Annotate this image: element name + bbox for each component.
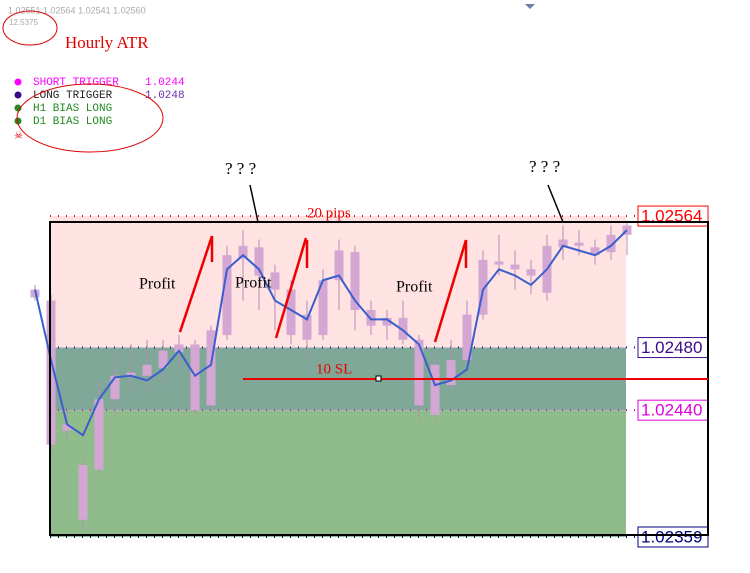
- candle-body: [254, 247, 264, 276]
- candle-body: [222, 255, 232, 336]
- zone: [50, 216, 626, 348]
- line: [34, 229, 628, 437]
- candle-body: [174, 344, 184, 353]
- annotation: 10 SL: [316, 361, 352, 377]
- pointer: [547, 184, 564, 223]
- arrow: [433, 239, 468, 343]
- marker: [525, 4, 535, 9]
- candle-body: [62, 424, 72, 431]
- pointer: [249, 184, 259, 223]
- dot: [14, 78, 22, 86]
- candle-body: [110, 375, 120, 400]
- candle-body: [350, 252, 360, 310]
- ohlc: 1.02551 1.02564 1.02541 1.02560: [8, 5, 146, 15]
- y-tick-label: 1.02440: [641, 401, 702, 420]
- label: SHORT TRIGGER: [33, 77, 119, 89]
- candle-body: [302, 314, 312, 340]
- annotation: Profit: [139, 276, 176, 293]
- candle-body: [398, 317, 408, 340]
- indicator-title: Hourly ATR: [65, 33, 149, 52]
- level-box: [637, 526, 709, 548]
- candle-body: [206, 330, 216, 406]
- dot: [14, 117, 22, 125]
- annotation: 20 pips: [307, 205, 351, 221]
- label: LONG TRIGGER: [33, 90, 113, 102]
- candle-body: [446, 360, 456, 386]
- candle-body: [494, 261, 504, 265]
- arrow: [274, 237, 308, 339]
- candle-body: [382, 317, 392, 326]
- candle-body: [190, 344, 200, 411]
- candle-body: [430, 364, 440, 415]
- candle-body: [478, 259, 488, 315]
- arrow: [178, 235, 214, 333]
- candle-body: [590, 247, 600, 256]
- legend-line: LONG TRIGGER 1.0248: [33, 90, 185, 102]
- candle-body: [286, 289, 296, 336]
- candle-body: [334, 250, 344, 281]
- annotation: Profit: [396, 279, 433, 296]
- candle-body: [462, 314, 472, 361]
- candle-body: [574, 242, 584, 246]
- annotation: ? ? ?: [529, 157, 560, 176]
- candle-body: [318, 280, 328, 336]
- y-tick-label: 1.02359: [641, 527, 702, 546]
- candle-body: [526, 269, 536, 276]
- candle-body: [606, 234, 616, 253]
- dot: [14, 104, 22, 112]
- candle-body: [270, 272, 280, 290]
- value: 1.0244: [145, 77, 185, 89]
- candle-body: [94, 399, 104, 470]
- annotations: ? ? ? ? ? ? 20 pips Profit Profit Profit…: [49, 157, 709, 536]
- handle: [375, 375, 382, 382]
- zone: [50, 410, 626, 537]
- value: 1.0248: [145, 90, 185, 102]
- candle-body: [414, 339, 424, 406]
- candle-body: [238, 245, 248, 259]
- legend-line: H1 BIAS LONG: [33, 103, 112, 115]
- atr-value: 12.5375: [9, 18, 38, 27]
- legend-line: SHORT TRIGGER 1.0244: [33, 77, 185, 89]
- legend-line: D1 BIAS LONG: [33, 116, 112, 128]
- candle-body: [158, 350, 168, 368]
- icon: ☠: [14, 131, 23, 142]
- y-tick-label: 1.02564: [641, 207, 702, 226]
- y-tick-label: 1.02480: [641, 338, 702, 357]
- candle-body: [510, 264, 520, 270]
- candle-body: [558, 239, 568, 248]
- candle-body: [142, 364, 152, 376]
- annotation: ? ? ?: [225, 159, 256, 178]
- candle-body: [366, 309, 376, 326]
- annotation: Profit: [235, 275, 272, 292]
- candle-body: [78, 464, 88, 520]
- dot: [14, 91, 22, 99]
- ellipse: [16, 83, 164, 153]
- ellipse: [2, 10, 58, 46]
